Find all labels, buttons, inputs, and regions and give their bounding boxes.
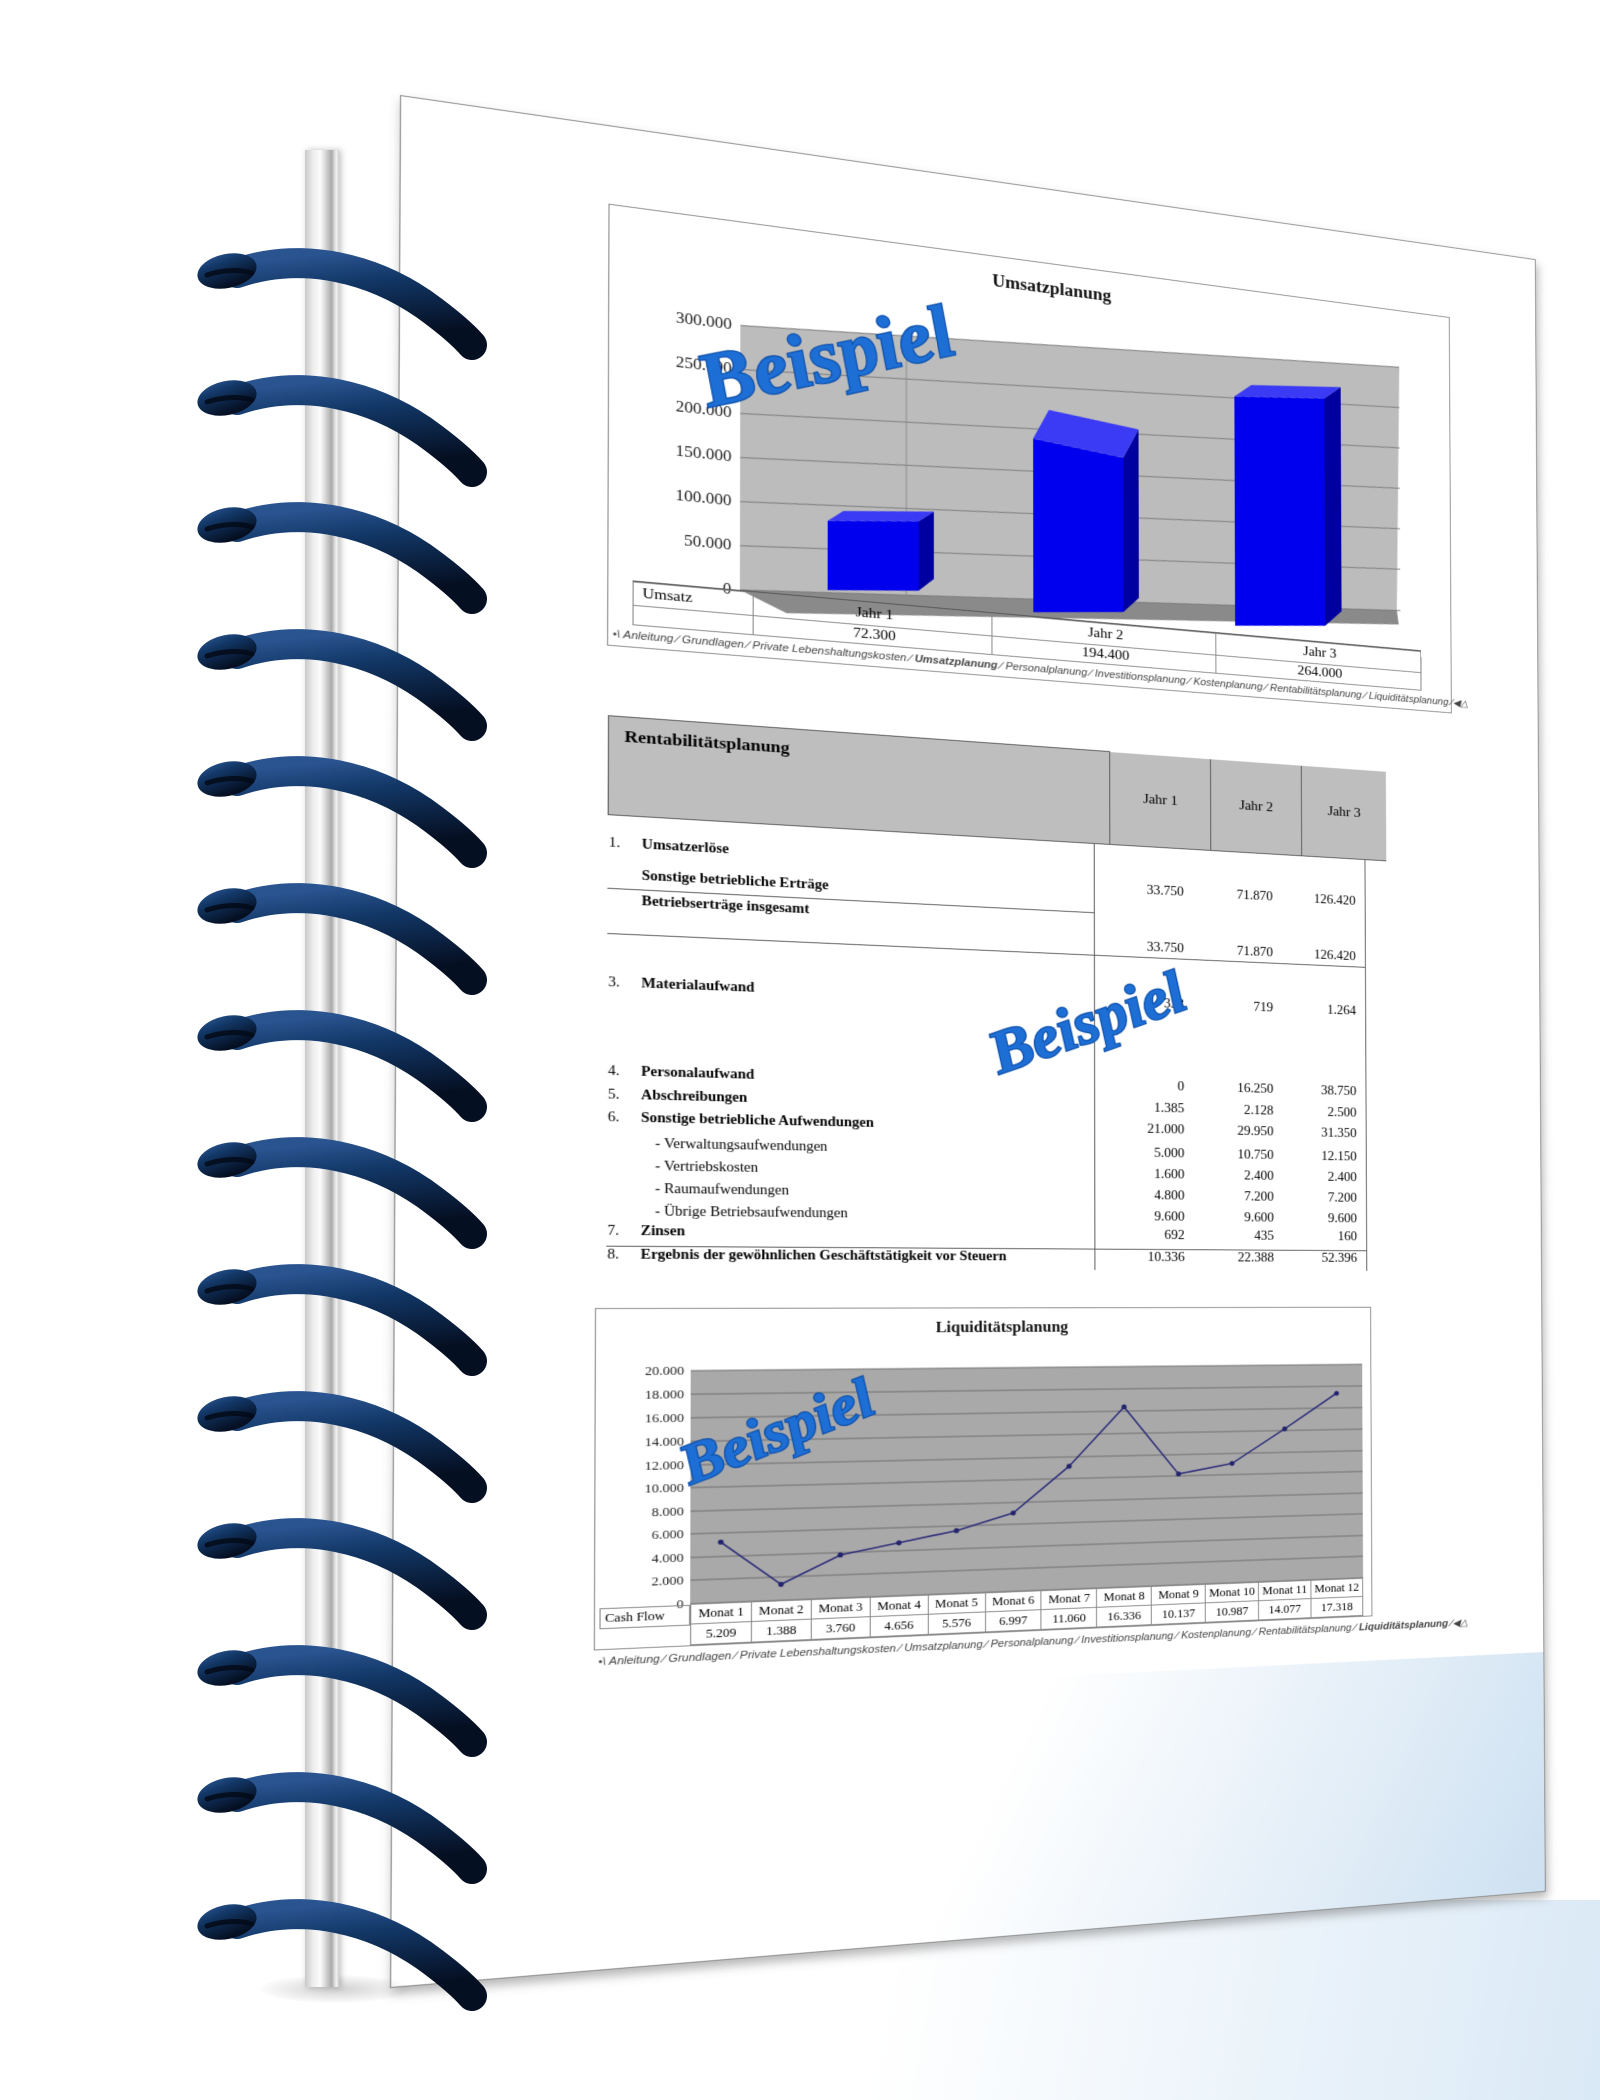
svg-text:20.000: 20.000 [645, 1364, 684, 1379]
svg-text:2.000: 2.000 [652, 1574, 684, 1589]
svg-text:14.000: 14.000 [645, 1435, 684, 1450]
svg-text:300.000: 300.000 [676, 309, 732, 333]
svg-text:8.000: 8.000 [652, 1505, 684, 1520]
svg-text:4.000: 4.000 [652, 1551, 684, 1566]
svg-text:18.000: 18.000 [645, 1388, 684, 1403]
svg-text:250.000: 250.000 [676, 353, 732, 377]
svg-text:50.000: 50.000 [684, 531, 731, 553]
svg-text:6.000: 6.000 [652, 1527, 684, 1542]
svg-text:12.000: 12.000 [645, 1458, 684, 1473]
svg-text:10.000: 10.000 [645, 1481, 684, 1496]
svg-text:150.000: 150.000 [676, 442, 732, 465]
svg-text:16.000: 16.000 [645, 1411, 684, 1426]
svg-text:200.000: 200.000 [676, 397, 732, 420]
svg-text:100.000: 100.000 [675, 486, 731, 509]
